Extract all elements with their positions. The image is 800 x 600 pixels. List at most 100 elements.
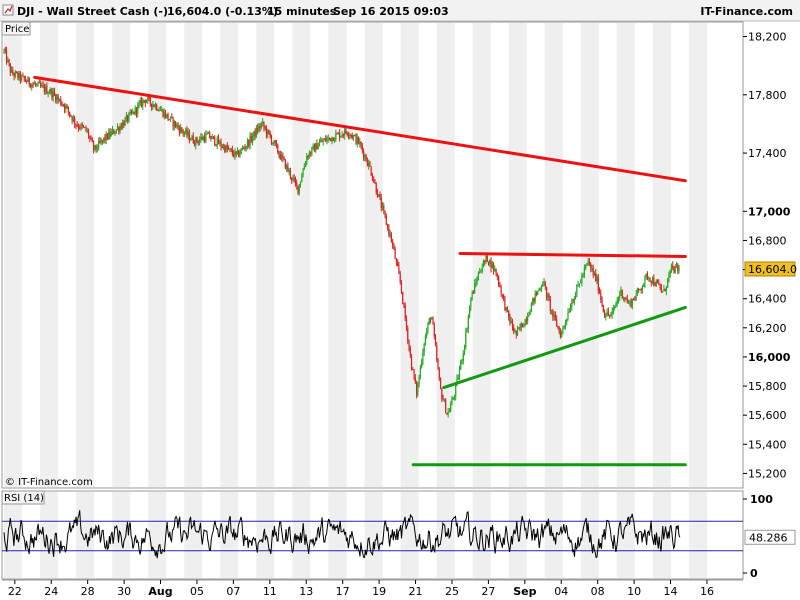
candle-body [422, 352, 424, 363]
resistance-horizontal-line[interactable] [458, 252, 687, 258]
candle-body [326, 138, 328, 142]
candle-body [583, 268, 586, 275]
candle-body [649, 277, 651, 282]
candle-body [409, 347, 411, 356]
candle-body [279, 154, 281, 160]
candle-body [263, 121, 265, 128]
candle-body [414, 377, 416, 382]
candle-body [621, 289, 623, 299]
candle-body [662, 290, 664, 292]
candle-body [591, 268, 593, 270]
candle-body [250, 135, 252, 142]
support-uptrend-line[interactable] [442, 305, 687, 390]
candle-body [273, 140, 275, 143]
candle-body [34, 83, 37, 85]
candle-body [125, 115, 127, 119]
time-tick-label: 27 [481, 585, 495, 598]
candle-body [344, 129, 346, 136]
candle-body [428, 318, 430, 324]
candle-body [31, 84, 33, 88]
candle-body [296, 182, 298, 186]
candle-body [598, 290, 601, 294]
candle-body [438, 368, 440, 379]
rsi-panel-tab[interactable] [1, 490, 45, 505]
candle-body [9, 63, 11, 73]
candle-body [137, 104, 139, 114]
candle-body [484, 260, 486, 262]
candle-body [487, 261, 490, 264]
candle-body [233, 153, 235, 157]
price-tick-label: 15,600 [748, 409, 787, 422]
candle-body [210, 138, 212, 140]
candle-body [87, 130, 90, 137]
candle-body [439, 378, 442, 389]
candle-body [267, 129, 269, 135]
candle-body [667, 278, 669, 288]
candle-body [226, 145, 228, 149]
candle-body [186, 129, 188, 136]
candle-body [660, 287, 662, 292]
candle-body [275, 143, 278, 145]
candle-body [472, 292, 474, 294]
candle-body [592, 268, 594, 276]
price-panel-tab[interactable] [1, 21, 31, 36]
candle-body [214, 136, 216, 145]
candle-body [277, 144, 279, 153]
candle-body [110, 131, 112, 136]
candle-body [498, 276, 500, 285]
candle-body [585, 265, 587, 269]
candle-body [220, 141, 222, 147]
candle-body [499, 284, 501, 288]
candle-body [265, 128, 268, 135]
candle-body [313, 145, 315, 152]
candle-body [70, 114, 72, 117]
candle-body [461, 360, 463, 362]
candle-body [318, 142, 321, 146]
candle-body [559, 331, 562, 338]
session-stripe [4, 23, 23, 487]
candle-body [79, 127, 81, 129]
copyright: © IT-Finance.com [5, 477, 93, 488]
price-axis: 18,20017,80017,40017,00016,80016,60016,4… [743, 31, 797, 480]
candle-body [347, 134, 350, 136]
candle-body [453, 396, 456, 398]
candle-body [520, 323, 522, 328]
candle-body [395, 258, 398, 262]
candle-body [442, 398, 444, 401]
candle-body [5, 50, 8, 62]
candle-body [548, 294, 550, 301]
candle-body [61, 104, 63, 106]
candle-body [361, 146, 363, 151]
candle-body [485, 255, 487, 262]
candle-body [437, 359, 439, 369]
candle-body [144, 100, 146, 103]
candle-body [505, 307, 507, 311]
candle-body [262, 121, 264, 124]
candle-body [91, 138, 93, 143]
candle-body [576, 285, 578, 294]
candle-body [603, 311, 606, 317]
candle-body [171, 116, 173, 118]
candle-body [166, 113, 168, 118]
candle-body [18, 72, 20, 78]
candle-body [659, 284, 661, 288]
candle-body [51, 89, 53, 98]
interval-label: 15 minutes [267, 5, 337, 18]
candle-body [182, 130, 184, 134]
candle-body [670, 265, 673, 270]
candle-body [335, 133, 337, 140]
chart-icon-glyph [4, 5, 13, 14]
candle-body [328, 137, 331, 139]
candle-body [359, 142, 361, 144]
chart-icon[interactable] [2, 4, 14, 16]
candle-body [162, 109, 164, 117]
candle-body [383, 205, 385, 211]
candle-body [135, 107, 138, 114]
candle-body [56, 96, 58, 102]
candle-body [609, 314, 611, 316]
candle-body [423, 344, 425, 353]
rsi-session-stripe [220, 492, 239, 578]
header-bar [0, 0, 800, 21]
candle-body [4, 49, 6, 51]
resistance-downtrend-line[interactable] [33, 75, 687, 183]
